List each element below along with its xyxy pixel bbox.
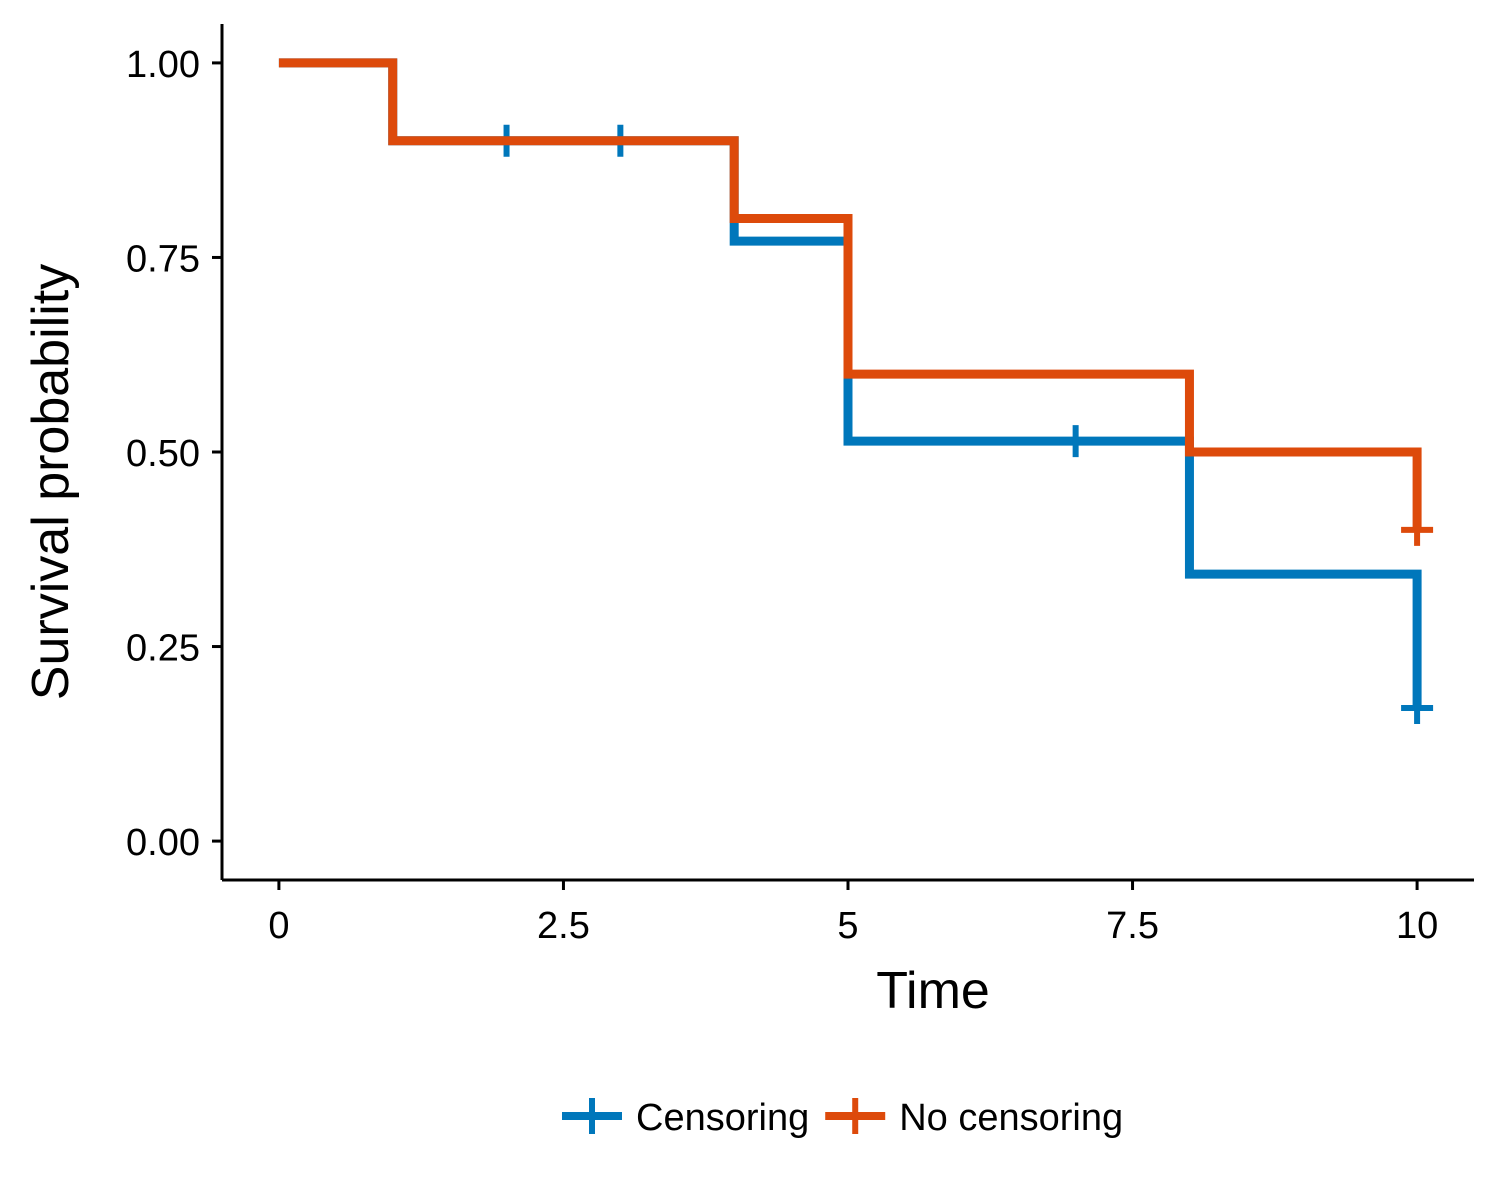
y-tick-label: 0.00: [126, 822, 200, 864]
y-tick-label: 0.50: [126, 433, 200, 475]
legend-label: Censoring: [636, 1097, 809, 1139]
survival-curve: [278, 58, 1422, 530]
survival-curve: [278, 58, 1422, 709]
series-layer: [278, 58, 1434, 725]
y-tick-label: 0.75: [126, 238, 200, 280]
legend-key: [825, 1098, 886, 1134]
x-axis-ticks: 0 2.5 5 7.5 10: [268, 880, 1438, 947]
x-tick-label: 5: [837, 905, 858, 947]
censor-mark: [1401, 513, 1434, 546]
y-axis-title: Survival probability: [22, 264, 80, 700]
x-tick-label: 2.5: [537, 905, 590, 947]
y-tick-label: 1.00: [126, 44, 200, 86]
legend-item: No censoring: [825, 1097, 1123, 1139]
series-censoring: [278, 58, 1434, 725]
x-axis-title: Time: [876, 962, 990, 1020]
x-tick-label: 10: [1396, 905, 1438, 947]
y-axis-ticks: 0.00 0.25 0.50 0.75 1.00: [126, 44, 222, 864]
legend: Censoring No censoring: [562, 1097, 1123, 1139]
series-no-censoring: [278, 58, 1434, 546]
x-tick-label: 7.5: [1106, 905, 1159, 947]
censor-mark: [1401, 692, 1434, 725]
x-tick-label: 0: [268, 905, 289, 947]
legend-item: Censoring: [562, 1097, 809, 1139]
legend-key: [562, 1098, 622, 1134]
censor-mark: [1059, 425, 1092, 458]
legend-label: No censoring: [899, 1097, 1123, 1139]
y-tick-label: 0.25: [126, 628, 200, 670]
